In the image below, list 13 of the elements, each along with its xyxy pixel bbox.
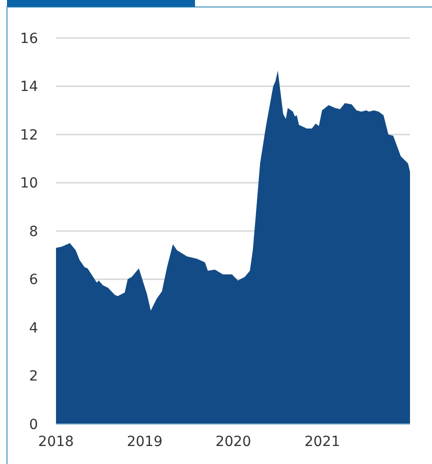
y-tick-label: 12	[20, 127, 38, 144]
x-tick-label: 2018	[38, 434, 74, 450]
y-tick-label: 10	[20, 176, 38, 192]
y-tick-label: 0	[29, 416, 38, 433]
y-tick-label: 16	[20, 30, 38, 47]
x-tick-label: 2020	[216, 434, 252, 450]
y-tick-label: 14	[20, 79, 38, 96]
x-tick-label: 2019	[126, 434, 163, 450]
y-tick-label: 2	[29, 368, 38, 385]
y-tick-label: 8	[29, 224, 38, 240]
y-tick-label: 6	[29, 272, 38, 288]
x-tick-label: 2021	[304, 434, 340, 450]
y-tick-label: 4	[29, 320, 38, 336]
